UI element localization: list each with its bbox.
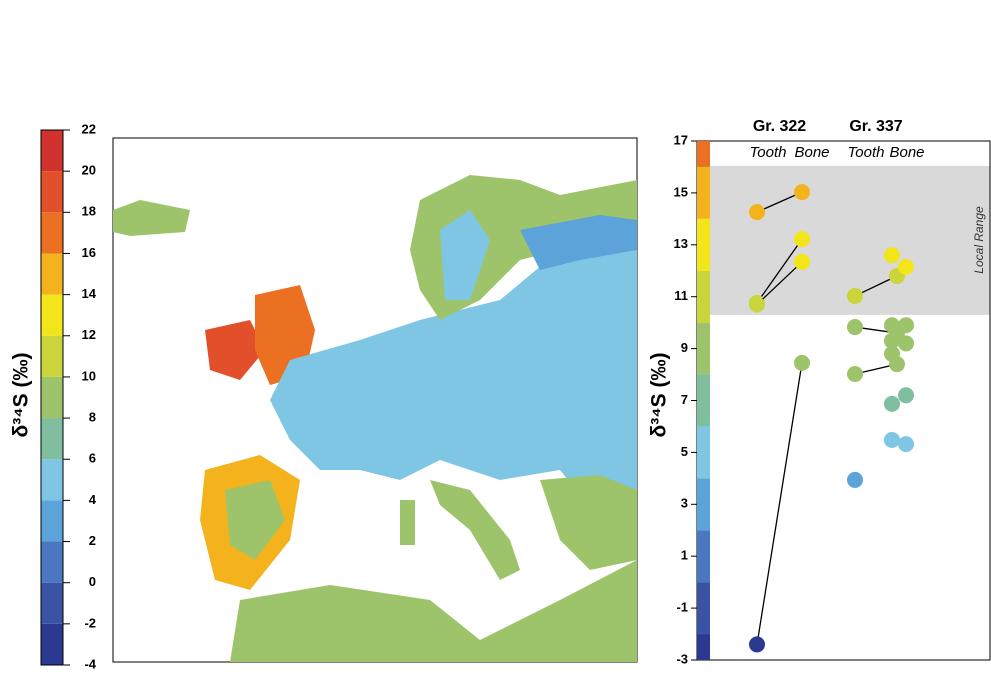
data-point [847, 319, 863, 336]
color-band [41, 541, 63, 583]
color-band [41, 171, 63, 213]
y-tick-label: 1 [681, 548, 688, 563]
data-point [847, 471, 863, 488]
y-tick-label: 4 [89, 492, 97, 507]
color-band [41, 418, 63, 460]
data-point [794, 231, 810, 248]
data-point [847, 366, 863, 383]
y-tick-label: 17 [674, 132, 688, 147]
color-band [697, 634, 710, 660]
color-band [697, 530, 710, 583]
color-band [41, 582, 63, 624]
y-tick-label: 7 [681, 392, 688, 407]
y-tick-label: -1 [676, 600, 688, 615]
map [112, 137, 638, 663]
y-tick-label: 2 [89, 533, 96, 548]
data-point [884, 247, 900, 264]
color-band [41, 253, 63, 295]
y-tick-label: -4 [84, 656, 96, 671]
y-axis-label: δ³⁴S (‰) [10, 353, 33, 438]
data-point [898, 335, 914, 352]
color-band [697, 374, 710, 427]
y-tick-label: 15 [674, 184, 688, 199]
data-point [884, 395, 900, 412]
y-tick-label: 10 [82, 368, 96, 383]
color-band [697, 218, 710, 271]
data-point [794, 253, 810, 270]
y-tick-label: 18 [82, 204, 96, 219]
y-tick-label: 14 [82, 286, 97, 301]
y-tick-label: 0 [89, 574, 96, 589]
color-band [697, 166, 710, 219]
data-point [794, 354, 810, 371]
data-point [898, 387, 914, 404]
data-point [898, 258, 914, 275]
data-point [898, 317, 914, 334]
color-band [41, 335, 63, 377]
y-tick-label: 11 [674, 288, 688, 303]
color-band [41, 459, 63, 501]
category-label: Bone [889, 144, 924, 161]
y-tick-label: 22 [82, 121, 96, 136]
data-point [898, 436, 914, 453]
pair-line [756, 238, 803, 304]
y-tick-label: -2 [84, 615, 96, 630]
color-band [697, 322, 710, 375]
y-tick-label: 9 [681, 340, 688, 355]
color-band [41, 623, 63, 665]
colorbar-frame [40, 129, 64, 666]
pair-line [756, 362, 803, 645]
y-tick-label: 5 [681, 444, 688, 459]
y-tick-label: 8 [89, 410, 96, 425]
data-point [749, 296, 765, 313]
data-point [884, 431, 900, 448]
data-point [847, 287, 863, 304]
data-point [749, 204, 765, 221]
y-axis-label: δ³⁴S (‰) [648, 353, 671, 438]
data-point [884, 345, 900, 362]
y-tick-label: 16 [82, 245, 96, 260]
data-point [749, 636, 765, 653]
category-label: Tooth [750, 144, 787, 161]
pair-line [756, 261, 803, 305]
category-label: Tooth [848, 144, 885, 161]
y-tick-label: -3 [676, 651, 688, 666]
color-band [697, 582, 710, 635]
color-band [41, 212, 63, 254]
group-label: Gr. 337 [849, 118, 902, 135]
category-label: Bone [794, 144, 829, 161]
y-tick-label: 13 [674, 236, 688, 251]
color-band [41, 130, 63, 172]
y-tick-label: 3 [681, 496, 688, 511]
pair-line [756, 191, 803, 213]
band-label: Local Range [972, 206, 986, 274]
color-band [697, 478, 710, 531]
color-band [41, 376, 63, 419]
data-point [884, 332, 900, 349]
color-band [41, 294, 63, 336]
y-tick-label: 6 [89, 451, 96, 466]
data-point [794, 184, 810, 201]
color-band [697, 426, 710, 479]
color-band [697, 141, 710, 167]
group-label: Gr. 322 [753, 118, 806, 135]
color-band [41, 500, 63, 542]
data-point [884, 317, 900, 334]
color-band [697, 270, 710, 323]
y-tick-label: 20 [82, 163, 96, 178]
y-tick-label: 12 [82, 327, 96, 342]
